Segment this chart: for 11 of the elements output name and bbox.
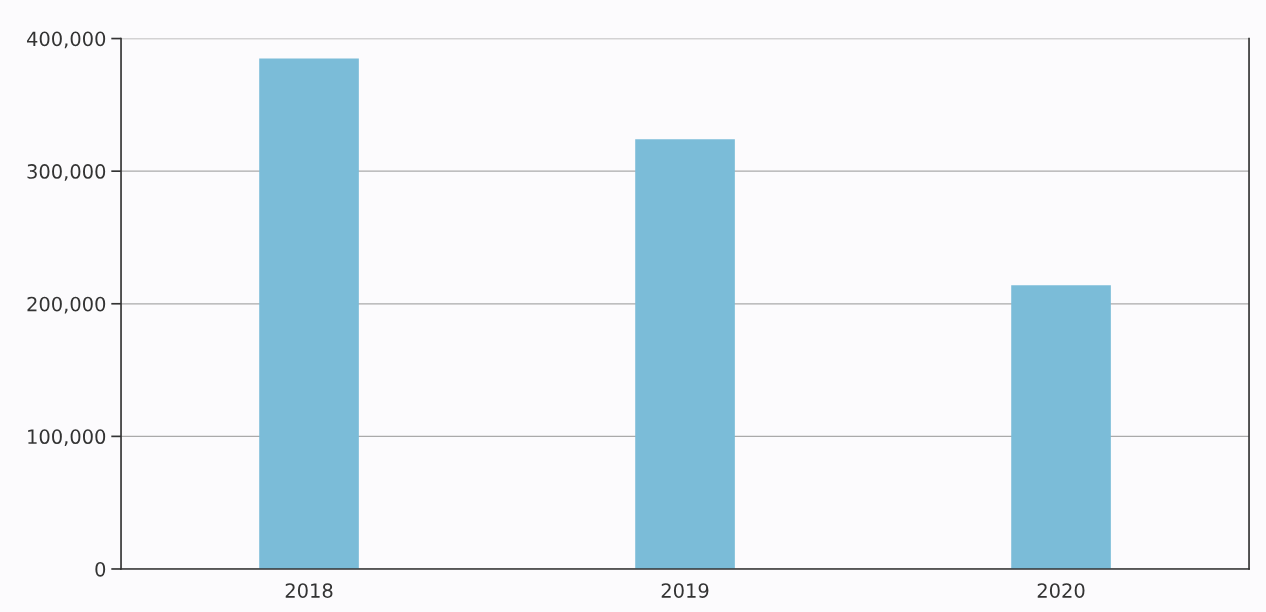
x-tick-label: 2019 xyxy=(661,583,709,598)
x-tick-label: 2020 xyxy=(1037,583,1085,598)
y-tick-label: 0 xyxy=(95,561,106,577)
bar xyxy=(1011,285,1111,569)
y-tick-label: 200,000 xyxy=(27,296,106,314)
bar xyxy=(259,58,359,569)
y-tick-label: 100,000 xyxy=(28,429,106,447)
y-tick-label: 400,000 xyxy=(26,31,106,49)
bar xyxy=(635,139,735,569)
y-tick-label: 300,000 xyxy=(27,164,106,181)
x-tick-label: 2018 xyxy=(285,583,333,598)
